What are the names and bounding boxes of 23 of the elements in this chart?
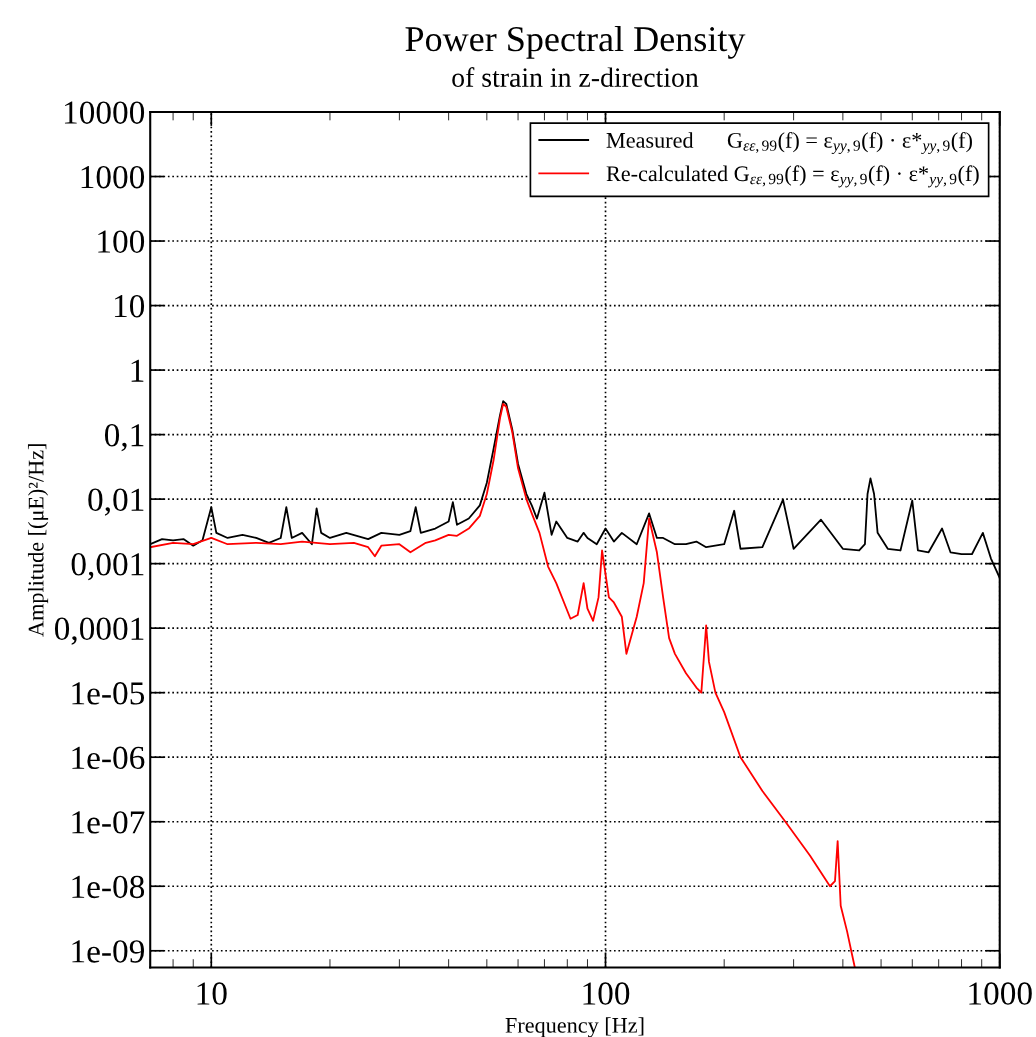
y-tick-label: 1e-07 (72, 811, 145, 834)
y-tick-label: 0,001 (71, 553, 144, 581)
chart-subtitle: of strain in z-direction (452, 67, 699, 87)
y-tick-label: 1e-09 (72, 940, 144, 963)
x-tick-label: 10 (197, 982, 227, 1005)
y-tick-label: 10000 (64, 101, 145, 124)
legend-label: Measured G$_{εε,99}$(f) = ε$_{yy,9}$(f) · ε*$_{yy,9}$(f) (606, 132, 972, 155)
y-tick-label: 1000 (81, 165, 145, 189)
y-tick-label: 1e-06 (72, 746, 145, 770)
y-tick-label: 100 (98, 230, 145, 253)
y-tick-label: 0,01 (88, 488, 144, 516)
y-axis-title: Amplitude [(μE)²/Hz] (27, 444, 49, 637)
x-tick-label: 100 (583, 982, 630, 1005)
chart-title: Power Spectral Density (405, 25, 746, 59)
y-tick-label: 1e-08 (72, 875, 145, 899)
legend-label: Re-calculated G$_{εε,99}$(f) = ε$_{yy,9}$(f) · ε*$_{yy,9}$(f) (606, 165, 979, 188)
y-tick-label: 1 (131, 359, 144, 382)
y-tick-label: 10 (114, 294, 145, 318)
y-tick-label: 0,1 (104, 424, 144, 452)
y-tick-label: 1e-05 (72, 682, 145, 705)
x-tick-label: 1000 (969, 982, 1032, 1005)
x-axis-title: Frequency [Hz] (505, 1017, 644, 1037)
y-tick-label: 0,0001 (54, 617, 144, 645)
